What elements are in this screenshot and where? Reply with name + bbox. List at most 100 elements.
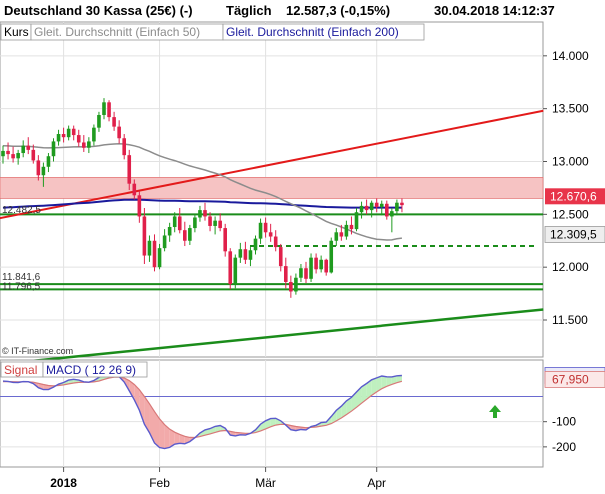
candle-body (198, 210, 202, 218)
candle-body (26, 145, 31, 150)
candle-body (92, 127, 96, 142)
candle-body (314, 257, 318, 270)
candle-body (268, 232, 273, 237)
macd-fill-segment (129, 380, 135, 400)
candle-body (304, 268, 308, 279)
x-axis: 2018 Feb Mär Apr (50, 467, 386, 490)
header-bar (0, 0, 605, 21)
macd-fill-segment (361, 383, 367, 404)
macd-fill-segment (396, 375, 402, 383)
candle-body (162, 235, 167, 249)
red-trend-line (0, 109, 544, 220)
candle-body (289, 281, 293, 292)
candle-body (36, 160, 41, 176)
macd-fill-segment (144, 396, 150, 433)
candle-body (233, 257, 238, 285)
candle-body (56, 134, 61, 142)
candle-body (374, 202, 379, 207)
candle-body (102, 102, 106, 115)
candle-body (339, 232, 344, 237)
candle-body (31, 149, 36, 161)
candle-body (273, 236, 278, 248)
candle-body (329, 240, 334, 273)
candle-body (238, 249, 243, 258)
x-tick-label: Mär (255, 476, 276, 490)
candle-body (364, 205, 369, 211)
macd-legend: Signal MACD ( 12 26 9) (0, 361, 148, 378)
macd-fill-segment (164, 424, 170, 449)
candle-body (243, 249, 248, 260)
interval-label: Täglich (226, 3, 272, 18)
candle-body (21, 145, 25, 154)
candle-body (334, 232, 339, 241)
candle-body (66, 128, 71, 138)
macd-fill-segment (270, 418, 276, 427)
y-tick-label: -200 (552, 440, 576, 454)
x-tick-label: Feb (149, 476, 170, 490)
macd-plot-frame (0, 359, 544, 468)
macd-fill-segment (159, 418, 165, 449)
sma50-line (2, 143, 403, 241)
candle-body (16, 153, 20, 159)
signal-value-box (544, 370, 605, 388)
main-grid (0, 22, 543, 357)
macd-value-labels: 83,407 67,950 (544, 367, 605, 388)
mid-value-box (544, 226, 605, 243)
macd-fill-segment (169, 429, 175, 448)
candle-body (127, 155, 132, 184)
candle-body (76, 135, 81, 143)
macd-fill-segment (199, 429, 205, 437)
candle-body (183, 230, 187, 241)
sma200-line (2, 198, 402, 209)
y-tick-label: 14.000 (552, 49, 589, 63)
y-tick-label: -100 (552, 415, 576, 429)
legend-sma200-box (222, 23, 425, 41)
candle-body (82, 142, 86, 148)
candle-body (112, 117, 116, 127)
main-y-axis: 14.000 13.500 13.000 12.500 12.000 11.500 (543, 49, 589, 327)
candle-body (46, 156, 51, 167)
support-lines (0, 213, 543, 291)
x-tick-label: 2018 (50, 476, 77, 490)
macd-fill-segment (376, 376, 382, 392)
legend-macd-box (42, 361, 148, 378)
macd-plot (0, 359, 544, 468)
left-value-label-2: 11.841,6 (2, 272, 41, 283)
candle-body (203, 210, 207, 217)
candle-body (218, 220, 222, 229)
candle-body (157, 248, 162, 268)
macd-fill-segment (139, 389, 145, 425)
candle-body (284, 266, 288, 282)
candle-body (385, 203, 389, 217)
candle-body (319, 259, 323, 270)
legend-macd-label: MACD ( 12 26 9) (46, 363, 136, 377)
candle-body (147, 240, 152, 256)
candle-body (344, 224, 349, 237)
candle-body (299, 268, 303, 278)
signal-value-label: 67,950 (552, 372, 589, 386)
y-tick-label: 13.000 (552, 154, 589, 168)
macd-fill-segment (386, 376, 392, 387)
candle-body (132, 183, 137, 196)
mid-value-label: 12.309,5 (550, 227, 597, 241)
legend-price-label: Kurs (4, 25, 29, 39)
main-price-plot: 12.482,5 11.841,6 11.796,5 (0, 21, 544, 366)
macd-fill-segment (275, 418, 281, 426)
macd-fill-segment (134, 384, 140, 411)
candle-body (137, 195, 142, 217)
candle-body (258, 222, 263, 239)
macd-fill-segment (371, 377, 377, 396)
x-tick-label: Apr (367, 476, 386, 490)
candle-body (354, 212, 359, 230)
source-label: © IT-Finance.com (2, 346, 73, 356)
legend-sma50-label: Gleit. Durchschnitt (Einfach 50) (34, 25, 200, 39)
candle-body (248, 250, 253, 260)
macd-fill-segment (356, 386, 362, 408)
quote-label: 12.587,3 (-0,15%) (286, 3, 390, 18)
macd-fill-segment (154, 411, 160, 448)
candle-body (177, 216, 182, 231)
candle-body (6, 150, 10, 155)
candle-body (122, 138, 126, 156)
candle-body (71, 128, 76, 136)
